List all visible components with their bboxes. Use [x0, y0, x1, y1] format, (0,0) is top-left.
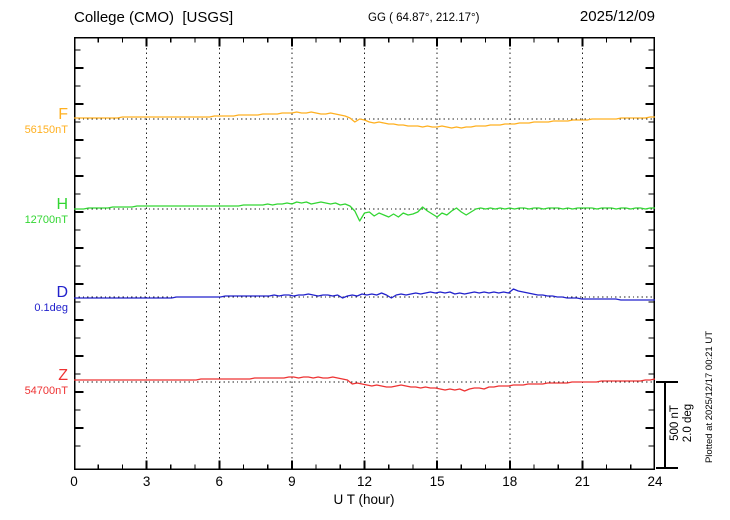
trace-letter-D: D: [56, 284, 68, 301]
trace-letter-F: F: [58, 106, 68, 123]
x-axis-label: U T (hour): [333, 492, 395, 507]
x-tick-label: 0: [70, 474, 78, 489]
x-tick-label: 18: [502, 474, 518, 489]
x-tick-label: 9: [288, 474, 296, 489]
trace-label-H: H 12700nT: [25, 195, 68, 227]
trace-label-D: D 0.1deg: [34, 283, 68, 315]
trace-baseline-value-Z: 54700nT: [24, 385, 68, 397]
trace-H: [74, 201, 655, 222]
x-tick-label: 21: [574, 474, 590, 489]
trace-label-F: F 56150nT: [25, 105, 68, 137]
trace-D: [74, 288, 655, 301]
x-tick-label: 3: [142, 474, 151, 489]
station-title: College (CMO) [USGS]: [74, 9, 234, 26]
trace-baseline-value-D: 0.1deg: [34, 302, 68, 314]
x-tick-label: 12: [356, 474, 373, 489]
scale-bar-top-cap: [656, 381, 678, 383]
trace-baseline-value-H: 12700nT: [24, 214, 68, 226]
trace-letter-Z: Z: [58, 367, 68, 384]
plotted-timestamp-note: Plotted at 2025/12/17 00:21 UT: [704, 330, 715, 464]
trace-Z: [74, 376, 655, 392]
trace-label-Z: Z 54700nT: [25, 366, 68, 398]
geographic-coordinates: GG ( 64.87°, 212.17°): [368, 12, 480, 24]
plot-border: [74, 37, 655, 470]
trace-F: [74, 111, 655, 129]
scale-bar-label: 500 nT 2.0 deg: [669, 403, 694, 443]
trace-baseline-value-F: 56150nT: [24, 124, 68, 136]
magnetogram-plot: [74, 37, 655, 470]
scale-bar-line: [664, 382, 666, 468]
observation-date: 2025/12/09: [579, 8, 655, 25]
scale-bar-bottom-cap: [656, 467, 678, 469]
x-tick-label: 24: [647, 474, 663, 489]
trace-letter-H: H: [56, 196, 68, 213]
x-tick-label: 6: [215, 474, 224, 489]
x-tick-label: 15: [429, 474, 445, 489]
